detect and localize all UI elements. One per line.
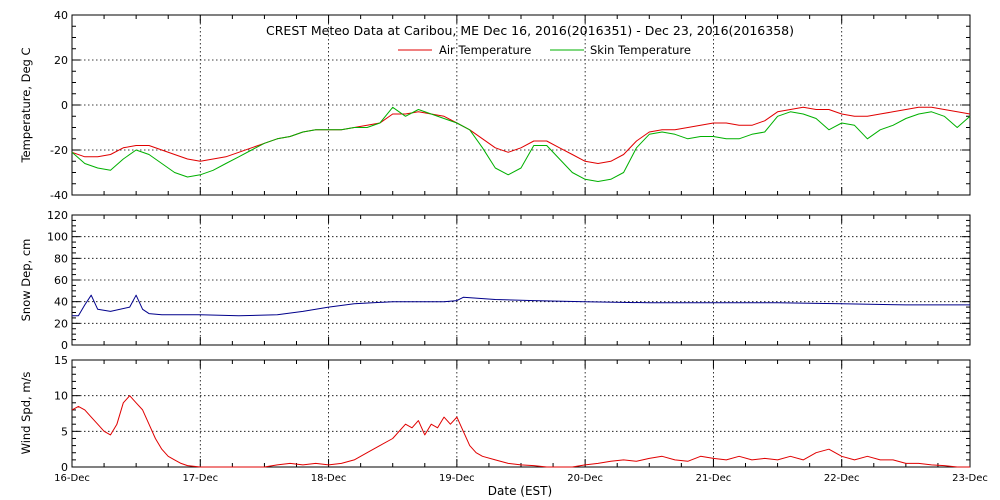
y-tick-label: 15 (54, 354, 68, 367)
panel-3: 0 5 10 15 16-Dec 17-Dec 18-Dec 19-Dec 20-Dec 21-D… (19, 354, 988, 484)
y-tick-label: 0 (61, 99, 68, 112)
y-tick-label: 80 (54, 252, 68, 265)
legend: Air Temperature Skin Temperature (398, 43, 691, 57)
y-tick-label: 5 (61, 425, 68, 438)
y-tick-label: 20 (54, 54, 68, 67)
chart-title: CREST Meteo Data at Caribou, ME Dec 16, … (266, 23, 794, 38)
x-tick-label: 20-Dec (567, 473, 603, 484)
y-tick-label: 120 (47, 209, 68, 222)
y-tick-label: 40 (54, 9, 68, 22)
series-line-panel3-1 (71, 395, 970, 468)
series-line-air-temperature (71, 106, 971, 164)
series-line-panel2-1 (72, 294, 970, 317)
y-tick-label: 20 (54, 317, 68, 330)
y-axis-label: Wind Spd, m/s (19, 372, 33, 455)
y-tick-label: 100 (47, 231, 68, 244)
x-tick-label: 18-Dec (311, 473, 347, 484)
x-tick-label: 22-Dec (824, 473, 860, 484)
plot-frame (71, 359, 971, 468)
y-tick-label: -40 (50, 189, 68, 202)
y-tick-label: 40 (54, 296, 68, 309)
x-tick-label: 19-Dec (439, 473, 475, 484)
y-tick-label: 10 (54, 390, 68, 403)
y-axis-label: Snow Dep, cm (19, 239, 33, 322)
y-tick-label: 60 (54, 274, 68, 287)
panel-2: 0 20 40 60 80 100 120 Snow Dep, cm (19, 209, 971, 352)
x-tick-label: 17-Dec (182, 473, 218, 484)
y-axis-label: Temperature, Deg C (19, 47, 33, 163)
x-tick-label: 21-Dec (696, 473, 732, 484)
series-line-skin-temperature (71, 106, 971, 182)
y-tick-label: 0 (61, 461, 68, 474)
panels: -40 -20 0 20 40 Temperature, Deg C 0 20 40 60 80 10… (19, 9, 988, 484)
x-axis-label: Date (EST) (488, 484, 552, 498)
legend-air-label: Air Temperature (439, 43, 531, 57)
y-tick-label: -20 (50, 144, 68, 157)
y-tick-label: 0 (61, 339, 68, 352)
x-tick-label: 23-Dec (952, 473, 988, 484)
x-tick-label: 16-Dec (54, 473, 90, 484)
panel-1: -40 -20 0 20 40 Temperature, Deg C (19, 9, 971, 202)
legend-skin-label: Skin Temperature (590, 43, 691, 57)
